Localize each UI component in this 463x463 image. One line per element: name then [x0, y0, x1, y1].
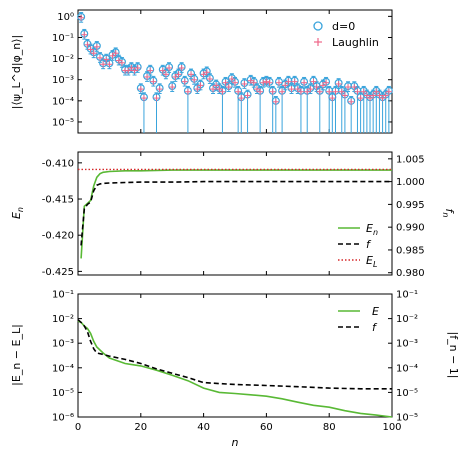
series-e-error-line — [77, 320, 393, 418]
legend-f-label: f — [366, 238, 372, 251]
series-f-line — [80, 180, 392, 246]
y2-tick-label: 0.990 — [396, 223, 425, 234]
legend-laughlin-label: Laughlin — [332, 36, 379, 49]
overlap-ylabel: |⟨ψ_L^d|φ_n⟩| — [10, 35, 23, 110]
error-x-ticks: 0 20 40 60 80 100 — [75, 294, 402, 433]
energy-y2-ticks: 1.005 1.000 0.995 0.990 0.985 0.980 — [388, 154, 425, 279]
y2-tick-label: 10⁻¹ — [396, 290, 418, 301]
error-ylabel: |E_n − E_L| — [10, 324, 23, 386]
y-tick-label: 10⁻² — [52, 314, 74, 325]
y2-tick-label: 1.005 — [396, 154, 425, 165]
y-tick-label: 10⁻⁵ — [52, 388, 74, 399]
x-axis-label: n — [232, 436, 239, 449]
y2-tick-label: 10⁻³ — [396, 339, 418, 350]
y-tick-label: 10⁻⁴ — [52, 96, 74, 107]
x-tick-label: 60 — [260, 422, 273, 433]
x-tick-label: 100 — [382, 422, 401, 433]
overlap-laughlin-markers — [78, 14, 392, 105]
y-tick-label: -0.425 — [42, 267, 74, 278]
y2-tick-label: 0.980 — [396, 268, 425, 279]
y2-tick-label: 10⁻⁴ — [396, 363, 418, 374]
overlap-panel-frame — [77, 9, 393, 134]
legend-en-label: En — [366, 222, 378, 237]
legend-d0-label: d=0 — [332, 20, 355, 33]
error-y-ticks: 10⁻¹ 10⁻² 10⁻³ 10⁻⁴ 10⁻⁵ 10⁻⁶ — [52, 290, 82, 424]
error-panel-frame — [77, 293, 393, 418]
energy-panel-frame — [77, 151, 393, 276]
overlap-x-ticks — [77, 10, 393, 133]
legend-el-label: EL — [366, 254, 377, 269]
energy-x-ticks — [77, 152, 393, 275]
y-tick-label: 10⁻³ — [52, 339, 74, 350]
y-tick-label: 10⁻¹ — [52, 33, 74, 44]
legend-e-label: E — [372, 305, 379, 318]
energy-legend: En f EL — [338, 222, 378, 269]
legend-d0-marker — [313, 21, 323, 31]
overlap-legend: d=0 Laughlin — [313, 20, 379, 49]
error-panel: |E_n − E_L| |f_n − 1| 10⁻¹10⁻²10⁻³10⁻⁴10… — [10, 290, 460, 450]
error-lines — [77, 319, 393, 418]
y-tick-label: 10⁰ — [57, 12, 74, 23]
energy-panel: En fn -0.410-0.415-0.420-0.425 1.0051.00… — [10, 151, 456, 279]
y2-tick-label: 0.995 — [396, 200, 425, 211]
error-y2label: |f_n − 1| — [447, 332, 460, 379]
x-tick-label: 40 — [197, 422, 210, 433]
y-tick-label: 10⁻³ — [52, 75, 74, 86]
y2-tick-label: 10⁻⁵ — [396, 413, 418, 424]
series-f-error-line — [77, 319, 392, 390]
energy-ylabel: En — [10, 207, 25, 219]
legend-laughlin-marker — [314, 38, 322, 46]
x-tick-label: 80 — [323, 422, 336, 433]
series-e-n-line — [80, 169, 392, 259]
x-tick-label: 0 — [75, 422, 81, 433]
y2-tick-label: 10⁻² — [396, 314, 418, 325]
y-tick-label: -0.415 — [42, 195, 74, 206]
legend-f3-label: f — [372, 321, 378, 334]
y2-tick-label: 0.985 — [396, 245, 425, 256]
x-tick-label: 20 — [134, 422, 147, 433]
y-tick-label: -0.410 — [42, 158, 74, 169]
y-tick-label: 10⁻⁵ — [52, 117, 74, 128]
energy-lines — [78, 168, 392, 259]
energy-y-ticks: -0.410 -0.415 -0.420 -0.425 — [42, 158, 82, 278]
y-tick-label: 10⁻⁶ — [52, 413, 74, 424]
y2-tick-label: 10⁻⁵ — [396, 388, 418, 399]
error-legend: E f — [338, 305, 379, 334]
y-tick-label: -0.420 — [42, 231, 74, 242]
overlap-panel: |⟨ψ_L^d|φ_n⟩| 10⁰ 10⁻¹ 10⁻² 10⁻³ 10⁻⁴ 10⁻⁵ d=… — [10, 9, 393, 134]
y2-tick-label: 1.000 — [396, 177, 425, 188]
y-tick-label: 10⁻¹ — [52, 290, 74, 301]
error-y2-ticks: 10⁻¹ 10⁻² 10⁻³ 10⁻⁴ 10⁻⁵ 10⁻⁵ — [388, 290, 418, 424]
energy-y2label: fn — [441, 209, 456, 218]
y-tick-label: 10⁻² — [52, 54, 74, 65]
y-tick-label: 10⁻⁴ — [52, 363, 74, 374]
